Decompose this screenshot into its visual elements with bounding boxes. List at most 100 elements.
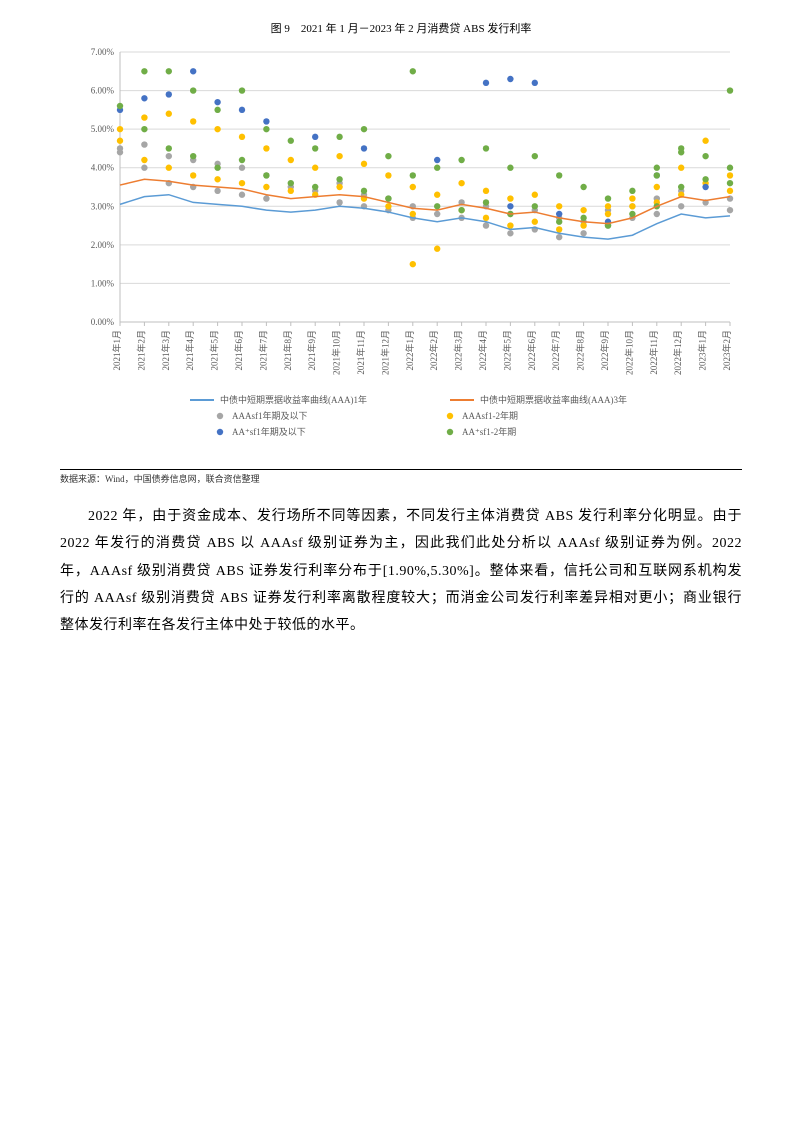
legend-label: AAAsf1年期及以下 — [232, 410, 308, 421]
scatter-point — [166, 68, 172, 74]
scatter-point — [434, 165, 440, 171]
scatter-point — [678, 149, 684, 155]
scatter-point — [458, 180, 464, 186]
x-tick-label: 2021年11月 — [355, 330, 366, 375]
scatter-point — [727, 87, 733, 93]
scatter-point — [117, 103, 123, 109]
source-note: 数据来源：Wind，中国债券信息网，联合资信整理 — [60, 469, 742, 485]
scatter-point — [605, 203, 611, 209]
scatter-point — [141, 141, 147, 147]
x-tick-label: 2021年4月 — [184, 330, 195, 371]
scatter-point — [727, 165, 733, 171]
legend-label: AA⁺sf1-2年期 — [462, 426, 516, 437]
y-tick-label: 2.00% — [91, 240, 115, 250]
scatter-point — [727, 188, 733, 194]
scatter-point — [385, 203, 391, 209]
x-tick-label: 2021年2月 — [135, 330, 146, 371]
scatter-point — [580, 230, 586, 236]
scatter-point — [336, 184, 342, 190]
scatter-point — [532, 219, 538, 225]
scatter-point — [141, 157, 147, 163]
scatter-point — [507, 195, 513, 201]
scatter-point — [458, 157, 464, 163]
scatter-point — [288, 157, 294, 163]
scatter-point — [166, 111, 172, 117]
scatter-point — [556, 203, 562, 209]
scatter-point — [263, 195, 269, 201]
scatter-point — [556, 172, 562, 178]
scatter-point — [385, 153, 391, 159]
scatter-point — [580, 184, 586, 190]
scatter-point — [434, 211, 440, 217]
scatter-point — [166, 165, 172, 171]
x-tick-label: 2021年9月 — [306, 330, 317, 371]
x-tick-label: 2021年12月 — [379, 330, 390, 375]
line-series — [120, 195, 730, 239]
scatter-point — [556, 219, 562, 225]
scatter-point — [678, 184, 684, 190]
scatter-point — [727, 180, 733, 186]
scatter-point — [263, 172, 269, 178]
scatter-point — [507, 76, 513, 82]
scatter-point — [507, 222, 513, 228]
scatter-point — [385, 172, 391, 178]
x-tick-label: 2021年6月 — [233, 330, 244, 371]
scatter-point — [336, 134, 342, 140]
scatter-point — [190, 172, 196, 178]
scatter-point — [410, 68, 416, 74]
scatter-point — [312, 184, 318, 190]
scatter-point — [483, 145, 489, 151]
x-tick-label: 2022年1月 — [404, 330, 415, 371]
scatter-point — [361, 188, 367, 194]
scatter-point — [190, 118, 196, 124]
scatter-point — [239, 134, 245, 140]
scatter-point — [483, 222, 489, 228]
scatter-point — [336, 176, 342, 182]
scatter-point — [141, 68, 147, 74]
scatter-point — [410, 172, 416, 178]
legend-label: AA⁺sf1年期及以下 — [232, 426, 306, 437]
scatter-point — [214, 188, 220, 194]
scatter-point — [556, 226, 562, 232]
scatter-point — [288, 188, 294, 194]
abs-rate-chart: 0.00%1.00%2.00%3.00%4.00%5.00%6.00%7.00%… — [60, 42, 740, 462]
scatter-point — [312, 134, 318, 140]
scatter-point — [532, 203, 538, 209]
scatter-point — [483, 215, 489, 221]
y-tick-label: 0.00% — [91, 317, 115, 327]
scatter-point — [141, 126, 147, 132]
scatter-point — [629, 203, 635, 209]
scatter-point — [166, 153, 172, 159]
scatter-point — [507, 203, 513, 209]
legend-label: AAAsf1-2年期 — [462, 410, 518, 421]
scatter-point — [336, 153, 342, 159]
x-tick-label: 2022年8月 — [575, 330, 586, 371]
legend-label: 中债中短期票据收益率曲线(AAA)3年 — [480, 394, 627, 405]
scatter-point — [336, 199, 342, 205]
scatter-point — [507, 165, 513, 171]
scatter-point — [263, 126, 269, 132]
scatter-point — [654, 184, 660, 190]
scatter-point — [141, 114, 147, 120]
x-tick-label: 2021年5月 — [209, 330, 220, 371]
chart-container: 0.00%1.00%2.00%3.00%4.00%5.00%6.00%7.00%… — [60, 42, 742, 467]
scatter-point — [410, 261, 416, 267]
x-tick-label: 2023年1月 — [697, 330, 708, 371]
scatter-point — [654, 165, 660, 171]
scatter-point — [434, 246, 440, 252]
scatter-point — [214, 99, 220, 105]
scatter-point — [678, 165, 684, 171]
scatter-point — [605, 211, 611, 217]
scatter-point — [263, 145, 269, 151]
scatter-point — [190, 87, 196, 93]
scatter-point — [117, 126, 123, 132]
scatter-point — [532, 153, 538, 159]
scatter-point — [117, 149, 123, 155]
scatter-point — [483, 199, 489, 205]
scatter-point — [654, 172, 660, 178]
scatter-point — [580, 215, 586, 221]
x-tick-label: 2022年5月 — [501, 330, 512, 371]
scatter-point — [702, 138, 708, 144]
scatter-point — [458, 207, 464, 213]
scatter-point — [434, 192, 440, 198]
